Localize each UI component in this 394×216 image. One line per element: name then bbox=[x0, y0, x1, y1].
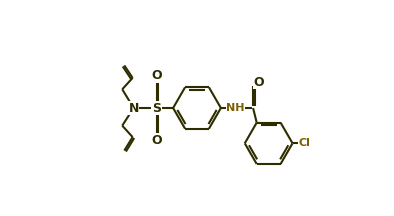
Text: S: S bbox=[152, 102, 161, 114]
Text: NH: NH bbox=[226, 103, 245, 113]
Text: Cl: Cl bbox=[298, 138, 310, 148]
Text: O: O bbox=[151, 134, 162, 147]
Text: O: O bbox=[253, 76, 264, 89]
Text: N: N bbox=[128, 102, 139, 114]
Text: O: O bbox=[151, 69, 162, 82]
